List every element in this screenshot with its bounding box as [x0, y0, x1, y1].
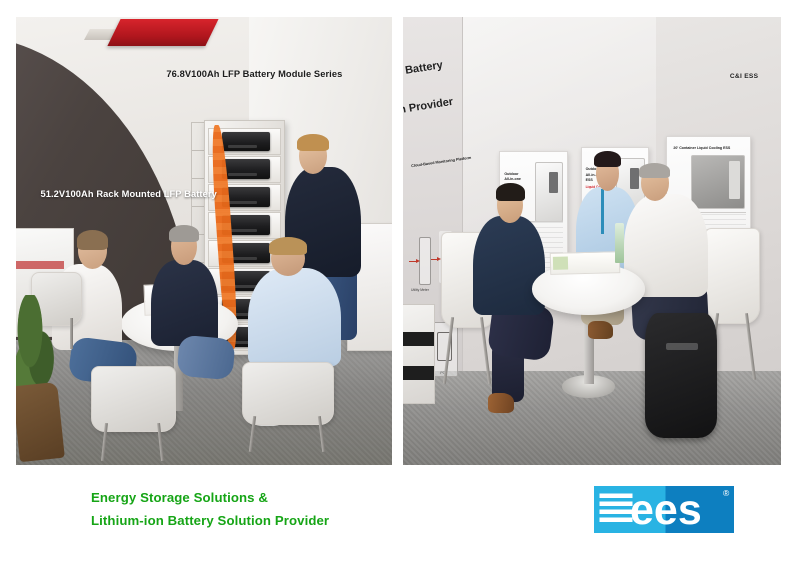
right-photo-backpack	[644, 312, 717, 439]
logo-wordmark: ees	[630, 486, 702, 533]
label-line-1: Energy S	[330, 93, 392, 105]
left-photo-chair-foreground	[91, 366, 176, 461]
left-photo-bag	[16, 382, 65, 463]
poster-title-line-3: ESS	[585, 178, 593, 183]
diagram-label-utility-meter: Utility Meter	[411, 288, 429, 293]
caption-line-2: Lithium-ion Battery Solution Provider	[91, 512, 330, 528]
poster-title-line-2: All-in-one	[504, 177, 521, 182]
battery-module	[222, 159, 270, 180]
right-photo-water-bottle	[614, 223, 624, 264]
poster-title-line-1: Outdoor	[585, 167, 600, 172]
battery-module	[222, 131, 270, 152]
left-photo-table-leg	[173, 339, 183, 412]
right-photo-table-stem	[584, 303, 595, 385]
label-energy-system: Energy S & System I	[330, 93, 392, 118]
label-line-2: & System I	[330, 105, 392, 117]
label-line-2: Mounted LFP Battery	[121, 189, 217, 200]
label-battery-module-series: 76.8V100Ah LFP Battery Module Series	[166, 69, 342, 81]
caption-line-1: Energy Storage Solutions &	[91, 490, 268, 505]
booth-photo-left: 76.8V100Ah LFP Battery Module Series 51.…	[16, 17, 392, 465]
logo-right-panel	[665, 486, 734, 533]
caption-text: Energy Storage Solutions & Lithium-ion B…	[91, 487, 329, 532]
label-ci-ess: C&I ESS	[729, 73, 759, 80]
poster-title-line-1: Outdoor	[504, 171, 519, 176]
battery-module	[222, 243, 270, 263]
left-photo-chair-right	[241, 361, 334, 452]
device-label-pc: PC	[440, 371, 446, 376]
logo-bars	[599, 493, 633, 522]
poster-title: 20' Container Liquid Cooling ESS	[673, 145, 731, 150]
booth-photo-right: Outdoor All-in-one ESS Air Cooling Outdo…	[403, 17, 781, 465]
diagram-meter-box	[419, 237, 432, 285]
logo-registered-mark: ®	[723, 488, 730, 498]
label-rack-mounted-battery: 51.2V100Ah Rack Mounted LFP Battery	[40, 189, 216, 201]
pc-tablet-icon	[436, 332, 452, 362]
battery-module	[222, 215, 270, 235]
label-line-1: 51.2V100Ah Rack	[40, 189, 119, 200]
right-photo-side-cabinet	[403, 303, 436, 405]
poster-title: Outdoor All-in-one ESS Liquid Cooling	[586, 167, 615, 189]
right-photo-documents	[550, 251, 621, 276]
poster-title-line-2: All-in-one	[585, 172, 603, 177]
poster-product-image	[691, 154, 745, 209]
right-photo-person-navy-suit	[467, 182, 562, 414]
battery-module	[222, 187, 270, 207]
left-photo-red-ceiling-beam	[107, 19, 219, 47]
left-photo-person-navy-polo	[144, 224, 236, 416]
diagram-arrow-in	[408, 258, 421, 263]
poster-subtitle: Liquid Cooling	[586, 185, 615, 190]
diagram-arrow-mid	[431, 256, 441, 261]
label-line-1: 76.8V100Ah LFP	[166, 68, 240, 79]
ees-logo: ees ®	[594, 486, 734, 533]
right-photo-table-base	[561, 375, 615, 398]
poster-product-image	[534, 162, 564, 223]
label-line-2: Battery Module Series	[242, 68, 343, 79]
